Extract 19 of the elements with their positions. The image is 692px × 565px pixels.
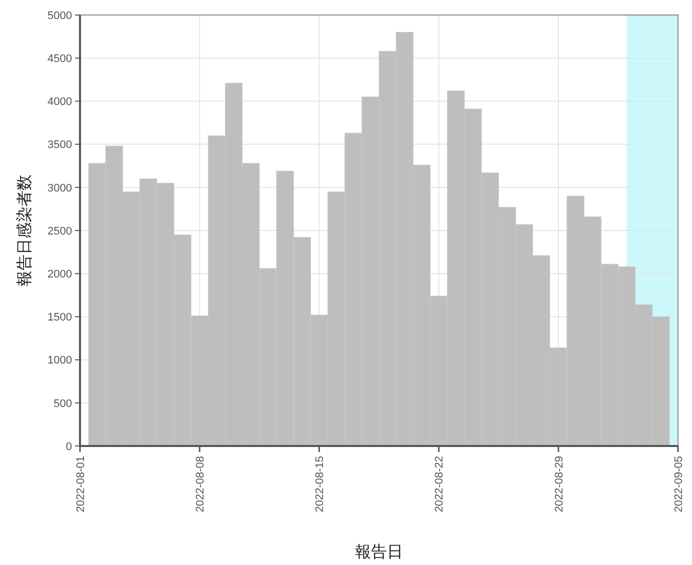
- y-tick-label: 500: [54, 398, 72, 410]
- y-tick-label: 3500: [48, 139, 72, 152]
- y-tick-label: 3000: [48, 182, 72, 194]
- y-tick-label: 2000: [48, 268, 72, 280]
- y-tick-label: 1500: [48, 312, 72, 324]
- y-tick-label: 4000: [48, 96, 72, 108]
- y-tick-label: 4500: [48, 52, 72, 65]
- x-tick-label: 2022-08-15: [314, 456, 326, 512]
- x-axis-title: 報告日: [355, 543, 403, 561]
- x-tick-label: 2022-08-22: [434, 456, 446, 512]
- y-tick-label: 0: [66, 440, 72, 453]
- x-tick-label: 2022-08-01: [74, 456, 87, 512]
- y-tick-label: 1000: [48, 354, 72, 367]
- y-tick-label: 2500: [48, 225, 72, 238]
- x-tick-label: 2022-08-29: [553, 456, 566, 512]
- x-tick-label: 2022-08-08: [194, 456, 206, 512]
- x-tick-label: 2022-09-05: [672, 456, 685, 512]
- y-axis-title: 報告日感染者数: [16, 174, 34, 286]
- y-tick-label: 5000: [48, 10, 72, 22]
